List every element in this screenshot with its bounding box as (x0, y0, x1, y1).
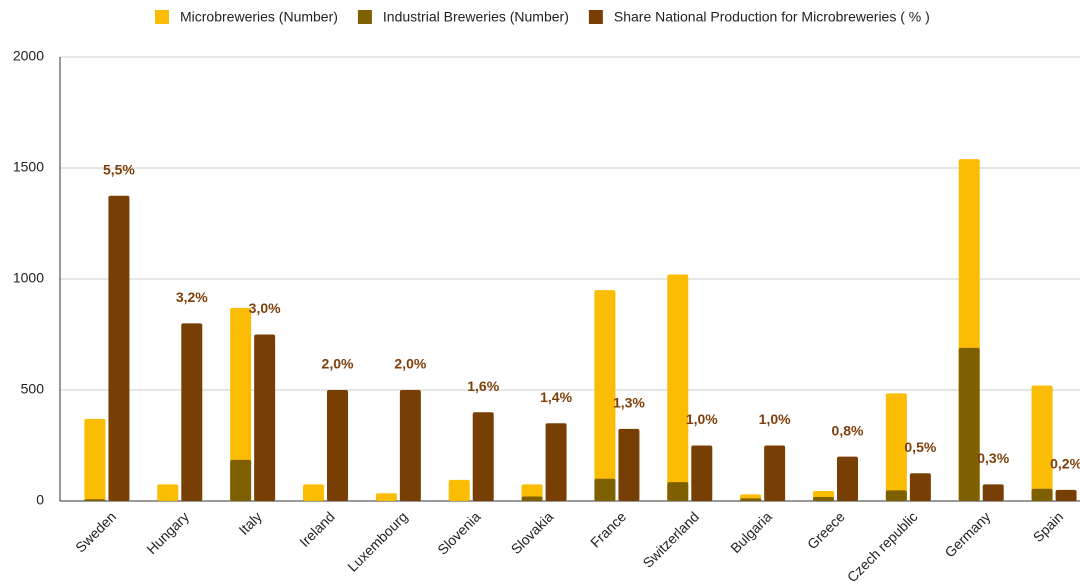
bar (740, 498, 762, 501)
y-tick-label: 2000 (13, 48, 44, 64)
bar (837, 456, 858, 501)
value-label: 3,2% (176, 289, 208, 305)
x-tick-label: Slovakia (508, 508, 557, 557)
bar (594, 478, 616, 501)
x-tick-label: Italy (235, 508, 264, 537)
bar (84, 499, 106, 501)
value-label: 1,0% (759, 411, 791, 427)
value-label: 2,0% (394, 356, 426, 372)
bar (84, 418, 106, 501)
x-tick-label: Hungary (143, 508, 192, 557)
legend-label: Share National Production for Microbrewe… (614, 9, 930, 25)
bar (399, 390, 421, 501)
bar (1055, 489, 1077, 501)
value-label: 0,3% (977, 450, 1009, 466)
legend-label: Microbreweries (Number) (180, 9, 338, 25)
bar (303, 484, 324, 501)
bar (472, 412, 494, 501)
bar (108, 195, 130, 501)
y-tick-label: 1000 (13, 270, 44, 286)
value-label: 1,6% (467, 378, 499, 394)
bar (667, 482, 689, 501)
bar (181, 323, 203, 501)
x-tick-label: Slovenia (434, 508, 483, 557)
bar (375, 493, 397, 501)
bar (327, 390, 348, 501)
legend-swatch (357, 10, 372, 24)
x-tick-label: Germany (941, 508, 993, 560)
value-label: 0,5% (904, 439, 936, 455)
bar (254, 334, 276, 501)
y-tick-label: 1500 (13, 159, 44, 175)
value-label: 0,2% (1050, 456, 1080, 472)
bar (813, 497, 834, 501)
value-label: 1,0% (686, 411, 718, 427)
bar (157, 484, 179, 501)
x-tick-label: Sweden (72, 508, 119, 555)
bar (885, 393, 907, 501)
bar (230, 307, 252, 501)
bar (448, 479, 470, 501)
bar (618, 428, 640, 501)
value-label: 1,3% (613, 395, 645, 411)
bar (521, 496, 543, 501)
bar (885, 490, 907, 501)
bar (545, 423, 567, 501)
legend-label: Industrial Breweries (Number) (383, 9, 569, 25)
value-label: 2,0% (322, 356, 354, 372)
x-tick-label: Ireland (296, 508, 338, 550)
bar (594, 290, 616, 501)
bar (667, 274, 689, 501)
bar (691, 445, 713, 501)
x-tick-label: Luxembourg (344, 508, 410, 574)
legend-swatch (588, 10, 603, 24)
x-tick-label: Spain (1030, 508, 1067, 545)
y-tick-label: 500 (21, 381, 45, 397)
bar (1031, 488, 1053, 501)
value-label: 3,0% (249, 300, 281, 316)
x-tick-label: Greece (804, 508, 848, 552)
legend-swatch (155, 10, 169, 24)
bar (958, 347, 980, 501)
x-tick-label: Czech republic (844, 508, 921, 585)
x-tick-label: Switzerland (640, 508, 702, 570)
value-label: 1,4% (540, 389, 572, 405)
x-tick-label: France (587, 508, 629, 550)
bar (982, 484, 1004, 501)
bar (230, 459, 252, 501)
bar (764, 445, 786, 501)
y-tick-label: 0 (36, 492, 44, 508)
bar (909, 473, 931, 501)
value-label: 0,8% (832, 422, 864, 438)
value-label: 5,5% (103, 161, 135, 177)
x-tick-label: Bulgaria (727, 508, 775, 556)
bar (1031, 385, 1053, 501)
